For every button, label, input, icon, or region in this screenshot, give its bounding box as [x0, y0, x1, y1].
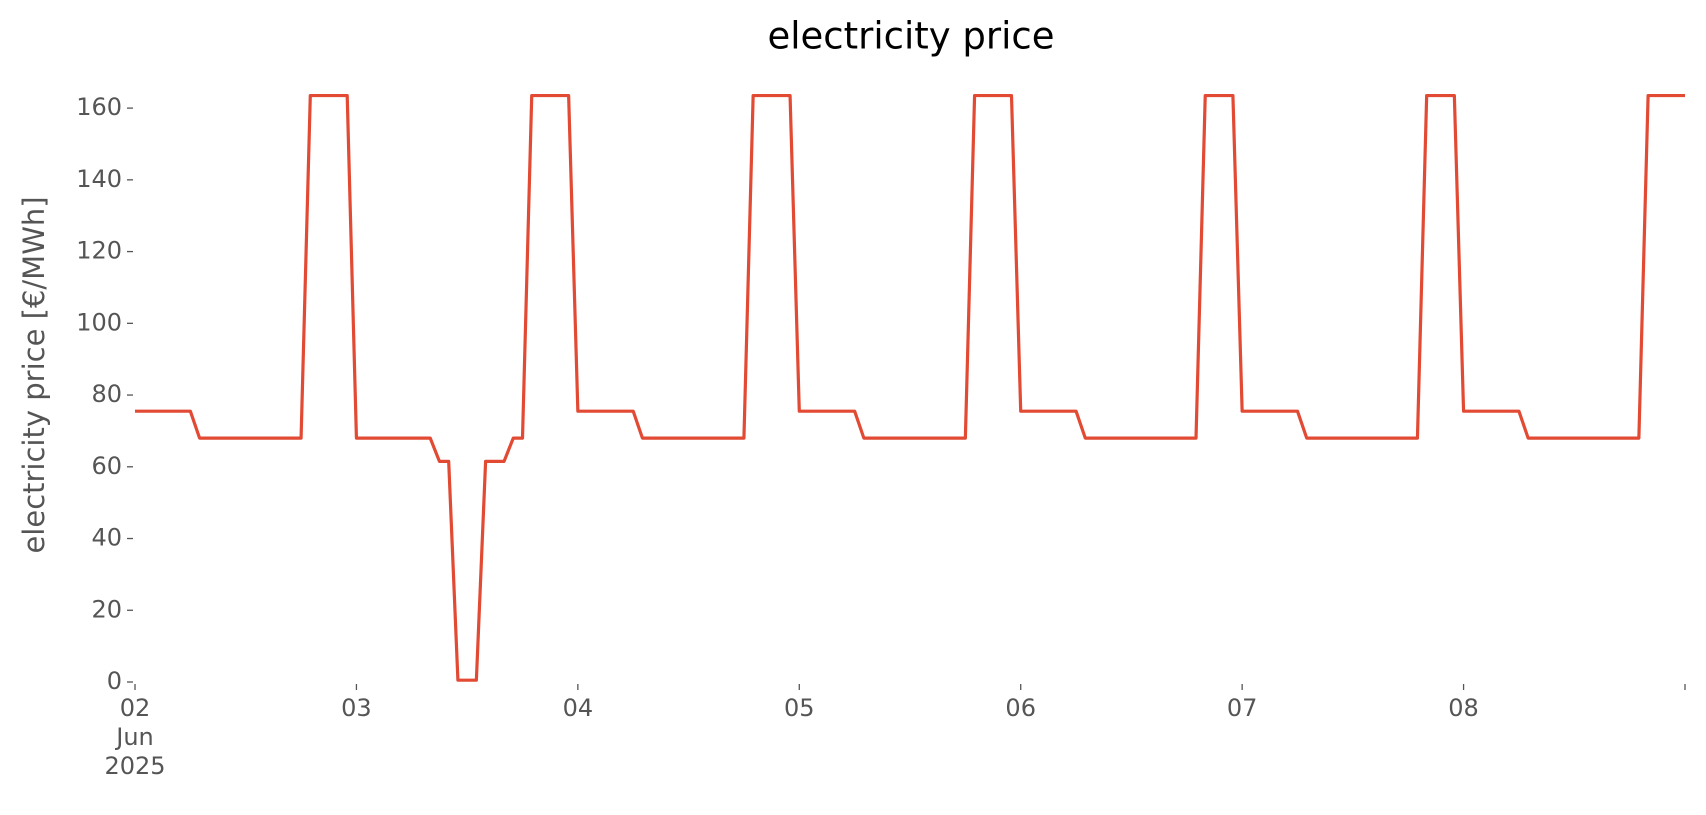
y-tick-label: 0 [107, 667, 122, 695]
x-tick-label: 07 [1226, 694, 1258, 722]
y-tick-label: 60 [91, 452, 122, 480]
x-tick-label: 08 [1448, 694, 1479, 722]
y-tick-label: 120 [76, 237, 122, 265]
y-tick-label: 80 [91, 380, 122, 408]
y-axis-label: electricity price [€/MWh] [17, 196, 51, 553]
y-tick-label: 20 [91, 595, 122, 623]
x-tick-label: 02 Jun 2025 [104, 694, 166, 780]
x-tick-label: 03 [341, 694, 372, 722]
y-tick-label: 40 [91, 524, 122, 552]
x-tick-label: 06 [1005, 694, 1036, 722]
y-tick-label: 100 [76, 308, 122, 336]
y-tick-label: 140 [76, 165, 122, 193]
chart-title: electricity price [767, 15, 1054, 58]
price-line [135, 93, 1685, 682]
y-tick-label: 160 [76, 93, 122, 121]
x-tick-label: 04 [562, 694, 594, 722]
x-tick-label: 05 [784, 694, 815, 722]
